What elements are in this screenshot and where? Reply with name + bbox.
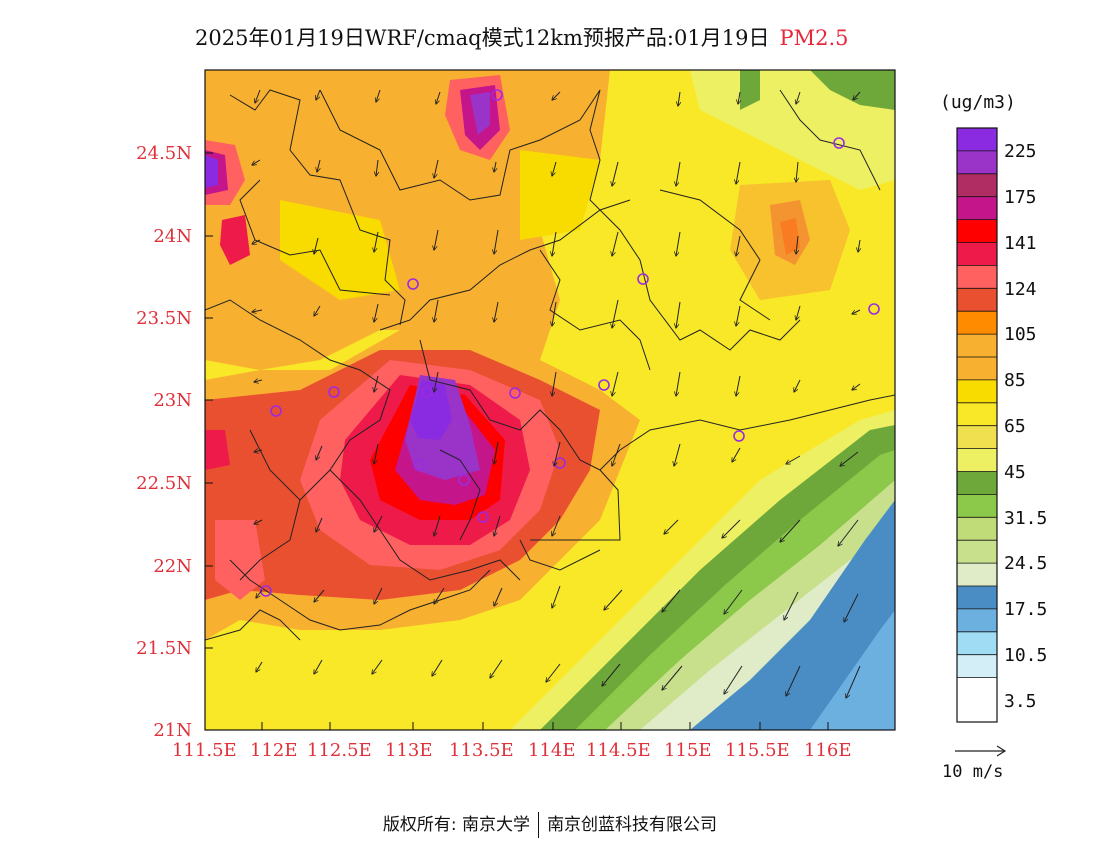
concentration-field bbox=[205, 70, 895, 730]
lon-label: 115E bbox=[664, 740, 712, 761]
legend-label: 31.5 bbox=[1004, 508, 1048, 529]
legend-label: 65 bbox=[1004, 416, 1026, 437]
company-text: 南京创蓝科技有限公司 bbox=[547, 815, 718, 835]
wind-reference-label: 10 m/s bbox=[942, 762, 1004, 782]
axis-ticks bbox=[205, 152, 829, 730]
legend-label: 10.5 bbox=[1004, 645, 1048, 666]
lat-label: 21N bbox=[153, 720, 192, 741]
lat-label: 24.5N bbox=[136, 143, 192, 164]
station-markers bbox=[260, 89, 880, 597]
copyright-text: 版权所有: 南京大学 bbox=[382, 815, 531, 835]
legend-label: 225 bbox=[1004, 141, 1037, 162]
wind-reference-arrow bbox=[955, 745, 1007, 757]
lat-label: 23N bbox=[153, 390, 192, 411]
lon-label: 114.5E bbox=[586, 740, 651, 761]
legend-label: 141 bbox=[1004, 233, 1037, 254]
lon-label: 116E bbox=[804, 740, 852, 761]
legend-label: 45 bbox=[1004, 462, 1026, 483]
legend-unit: (ug/m3) bbox=[940, 92, 1016, 113]
wind-arrows bbox=[252, 89, 860, 698]
lat-label: 22N bbox=[153, 556, 192, 577]
lon-label: 112.5E bbox=[307, 740, 372, 761]
lon-label: 113.5E bbox=[449, 740, 514, 761]
footer: 版权所有: 南京大学 南京创蓝科技有限公司 bbox=[0, 810, 1100, 838]
lat-label: 24N bbox=[153, 226, 192, 247]
legend-label: 17.5 bbox=[1004, 599, 1048, 620]
title-main: 2025年01月19日WRF/cmaq模式12km预报产品:01月19日 bbox=[195, 26, 770, 50]
lat-label: 21.5N bbox=[136, 638, 192, 659]
footer-divider bbox=[538, 812, 540, 838]
legend-label: 85 bbox=[1004, 370, 1026, 391]
legend-label: 24.5 bbox=[1004, 553, 1048, 574]
lat-label: 23.5N bbox=[136, 308, 192, 329]
lon-label: 115.5E bbox=[725, 740, 790, 761]
province-boundaries bbox=[205, 89, 895, 641]
legend-label: 124 bbox=[1004, 279, 1037, 300]
lat-label: 22.5N bbox=[136, 473, 192, 494]
title-pollutant: PM2.5 bbox=[779, 26, 849, 50]
map-title: 2025年01月19日WRF/cmaq模式12km预报产品:01月19日 PM2.… bbox=[195, 22, 848, 52]
lon-label: 113E bbox=[385, 740, 433, 761]
legend-label: 3.5 bbox=[1004, 691, 1037, 712]
lon-label: 111.5E bbox=[172, 740, 237, 761]
legend-label: 105 bbox=[1004, 324, 1037, 345]
lon-label: 114E bbox=[528, 740, 576, 761]
legend-label: 175 bbox=[1004, 187, 1037, 208]
lon-label: 112E bbox=[250, 740, 298, 761]
legend-colorbar bbox=[956, 127, 998, 723]
